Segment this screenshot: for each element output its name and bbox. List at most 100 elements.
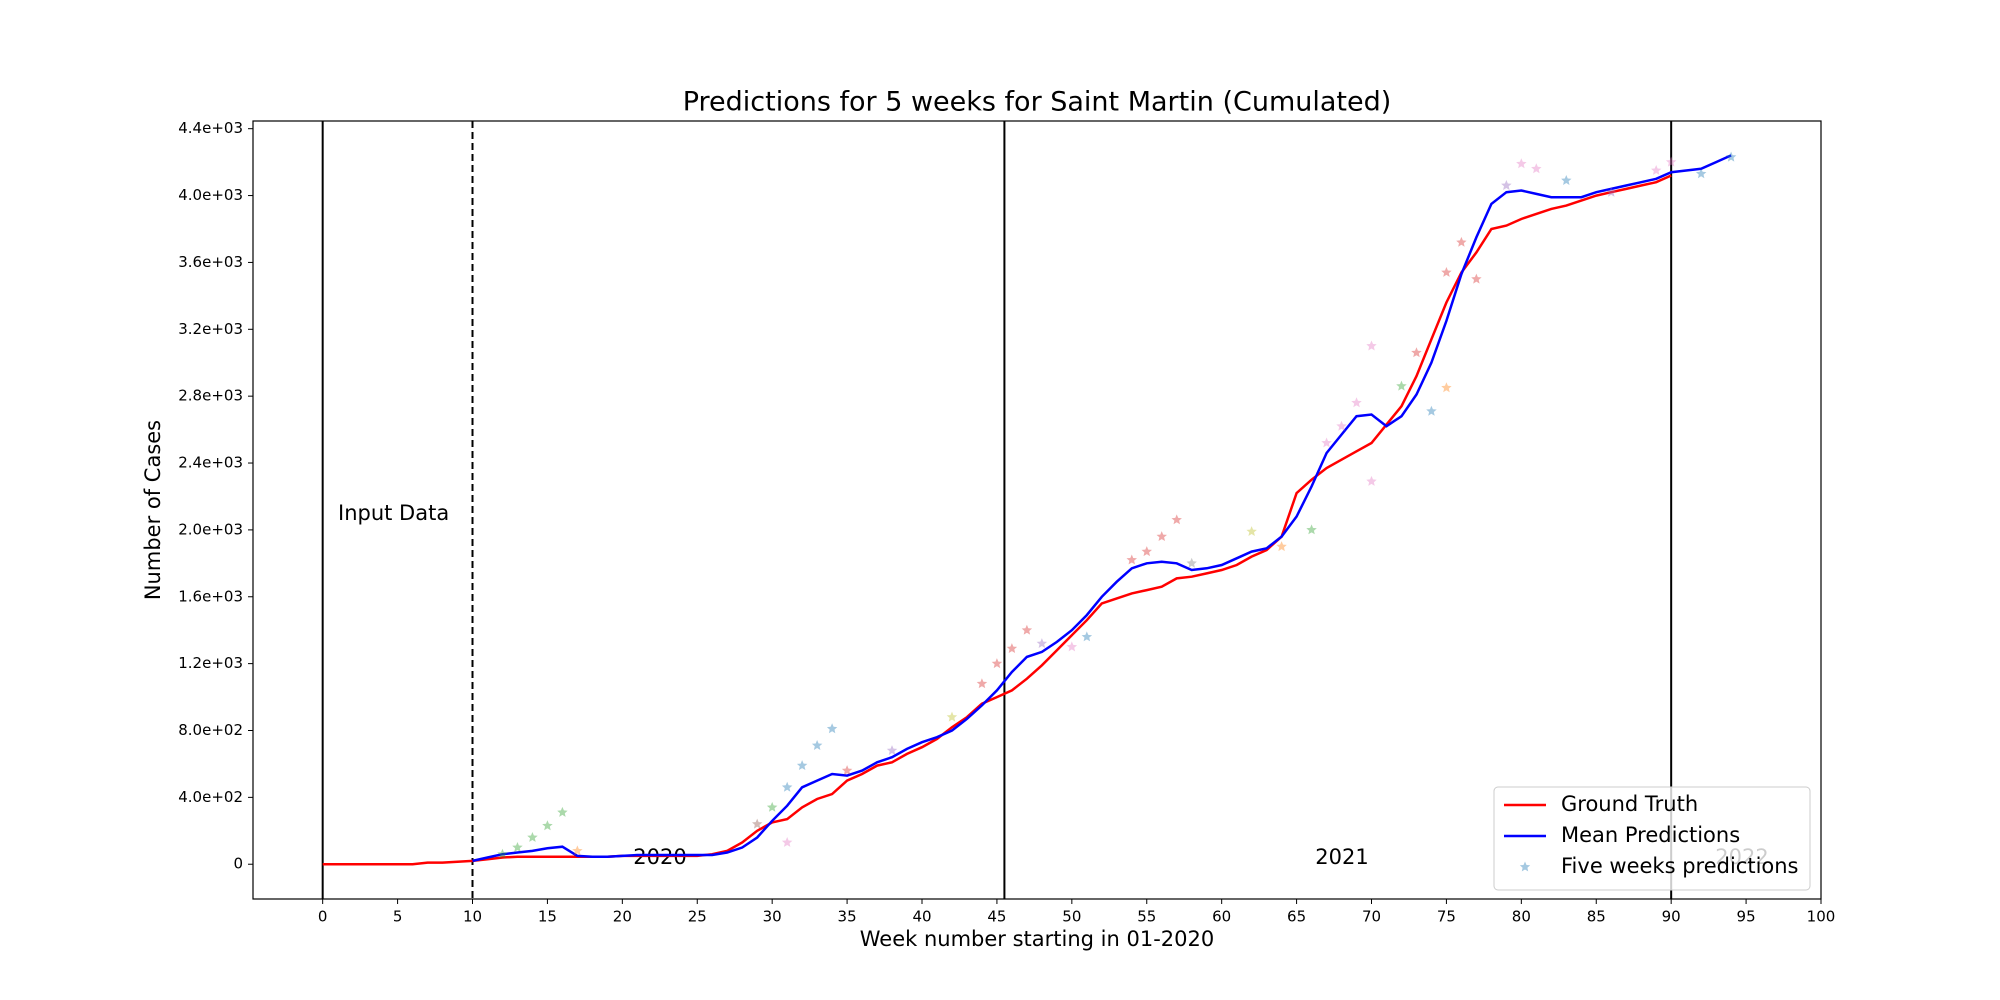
legend-label: Mean Predictions: [1561, 823, 1740, 847]
x-tick-label: 75: [1437, 908, 1456, 926]
prediction-star: [1501, 180, 1512, 190]
y-tick-label: 2.4e+03: [178, 454, 243, 472]
prediction-star: [976, 678, 988, 689]
data-line: [472, 154, 1732, 863]
prediction-star: [1426, 405, 1437, 416]
prediction-star: [1171, 514, 1182, 525]
prediction-star: [826, 723, 838, 734]
x-tick-label: 15: [538, 908, 557, 926]
y-tick-label: 4.0e+03: [178, 186, 243, 204]
prediction-star: [841, 765, 853, 776]
prediction-star: [796, 760, 808, 770]
prediction-star: [781, 837, 793, 847]
prediction-star: [1606, 186, 1617, 197]
y-tick-label: 0: [233, 855, 243, 873]
prediction-star: [1725, 151, 1737, 162]
prediction-star: [752, 818, 763, 829]
chart-title: Predictions for 5 weeks for Saint Martin…: [683, 87, 1392, 118]
x-tick-label: 50: [1062, 908, 1081, 926]
prediction-star: [542, 820, 553, 831]
x-tick-label: 30: [763, 908, 782, 926]
x-tick-label: 65: [1287, 908, 1306, 926]
data-line: [322, 174, 1672, 866]
prediction-star: [1651, 165, 1662, 175]
prediction-star: [1351, 397, 1362, 408]
x-tick-label: 60: [1212, 908, 1231, 926]
x-axis-label: Week number starting in 01-2020: [860, 927, 1214, 951]
x-tick-label: 40: [912, 908, 931, 926]
prediction-star: [1276, 541, 1287, 552]
prediction-star: [1006, 643, 1018, 653]
x-tick-label: 100: [1807, 908, 1836, 926]
prediction-star: [1081, 631, 1093, 642]
prediction-star: [527, 832, 538, 842]
prediction-star: [1126, 554, 1137, 565]
prediction-star: [1441, 267, 1452, 277]
y-tick-label: 3.2e+03: [178, 320, 243, 338]
legend-swatch: [1519, 861, 1531, 872]
prediction-star: [557, 806, 568, 817]
annotation: Input Data: [338, 501, 449, 525]
x-tick-label: 70: [1362, 908, 1381, 926]
prediction-star: [1441, 382, 1452, 393]
prediction-star: [1306, 524, 1317, 535]
y-tick-label: 2.8e+03: [178, 387, 243, 405]
prediction-star: [512, 842, 523, 852]
x-tick-label: 0: [318, 908, 328, 926]
x-tick-label: 10: [463, 908, 482, 926]
annotation: 2021: [1315, 845, 1368, 869]
legend-box: [1493, 786, 1811, 891]
prediction-star: [1695, 168, 1707, 179]
y-tick-label: 1.2e+03: [178, 654, 243, 672]
prediction-star: [1411, 347, 1422, 358]
legend-label: Ground Truth: [1561, 792, 1698, 816]
prediction-star: [1456, 236, 1467, 247]
prediction-star: [1396, 380, 1407, 391]
prediction-star: [1036, 638, 1048, 648]
prediction-star: [497, 848, 508, 859]
prediction-star: [1366, 475, 1377, 486]
prediction-star: [572, 845, 583, 856]
prediction-star: [1561, 175, 1572, 185]
x-tick-label: 90: [1662, 908, 1681, 926]
x-tick-label: 85: [1587, 908, 1606, 926]
legend: Ground Truth Mean Predictions Five weeks p…: [1493, 786, 1811, 891]
prediction-star: [1336, 420, 1347, 431]
prediction-star: [1516, 158, 1527, 169]
x-tick-label: 20: [613, 908, 632, 926]
y-tick-label: 1.6e+03: [178, 587, 243, 605]
x-tick-label: 5: [393, 908, 403, 926]
prediction-star: [1531, 163, 1542, 174]
prediction-star: [781, 781, 793, 792]
prediction-star: [1366, 340, 1377, 351]
prediction-star: [1021, 624, 1033, 635]
prediction-star: [886, 745, 898, 755]
prediction-star: [811, 740, 823, 750]
x-tick-label: 55: [1137, 908, 1156, 926]
y-tick-label: 4.0e+02: [178, 788, 243, 806]
prediction-star: [946, 711, 958, 722]
x-tick-label: 95: [1737, 908, 1756, 926]
prediction-star: [991, 658, 1003, 669]
x-tick-label: 80: [1512, 908, 1531, 926]
x-tick-label: 25: [688, 908, 707, 926]
prediction-star: [1321, 437, 1332, 448]
x-tick-label: 35: [838, 908, 857, 926]
legend-label: Five weeks predictions: [1561, 854, 1799, 878]
prediction-star: [1246, 526, 1257, 536]
prediction-star: [1186, 557, 1197, 568]
prediction-star: [1066, 641, 1078, 652]
x-tick-label: 45: [987, 908, 1006, 926]
prediction-star: [1471, 273, 1482, 284]
plot-frame: [252, 120, 1822, 900]
y-tick-label: 4.4e+03: [178, 119, 243, 137]
prediction-star: [1141, 546, 1152, 557]
prediction-star: [766, 801, 778, 812]
prediction-star: [1665, 156, 1677, 167]
y-tick-label: 3.6e+03: [178, 253, 243, 271]
prediction-star: [1156, 531, 1167, 541]
y-axis-label: Number of Cases: [141, 420, 165, 600]
y-tick-label: 2.0e+03: [178, 520, 243, 538]
